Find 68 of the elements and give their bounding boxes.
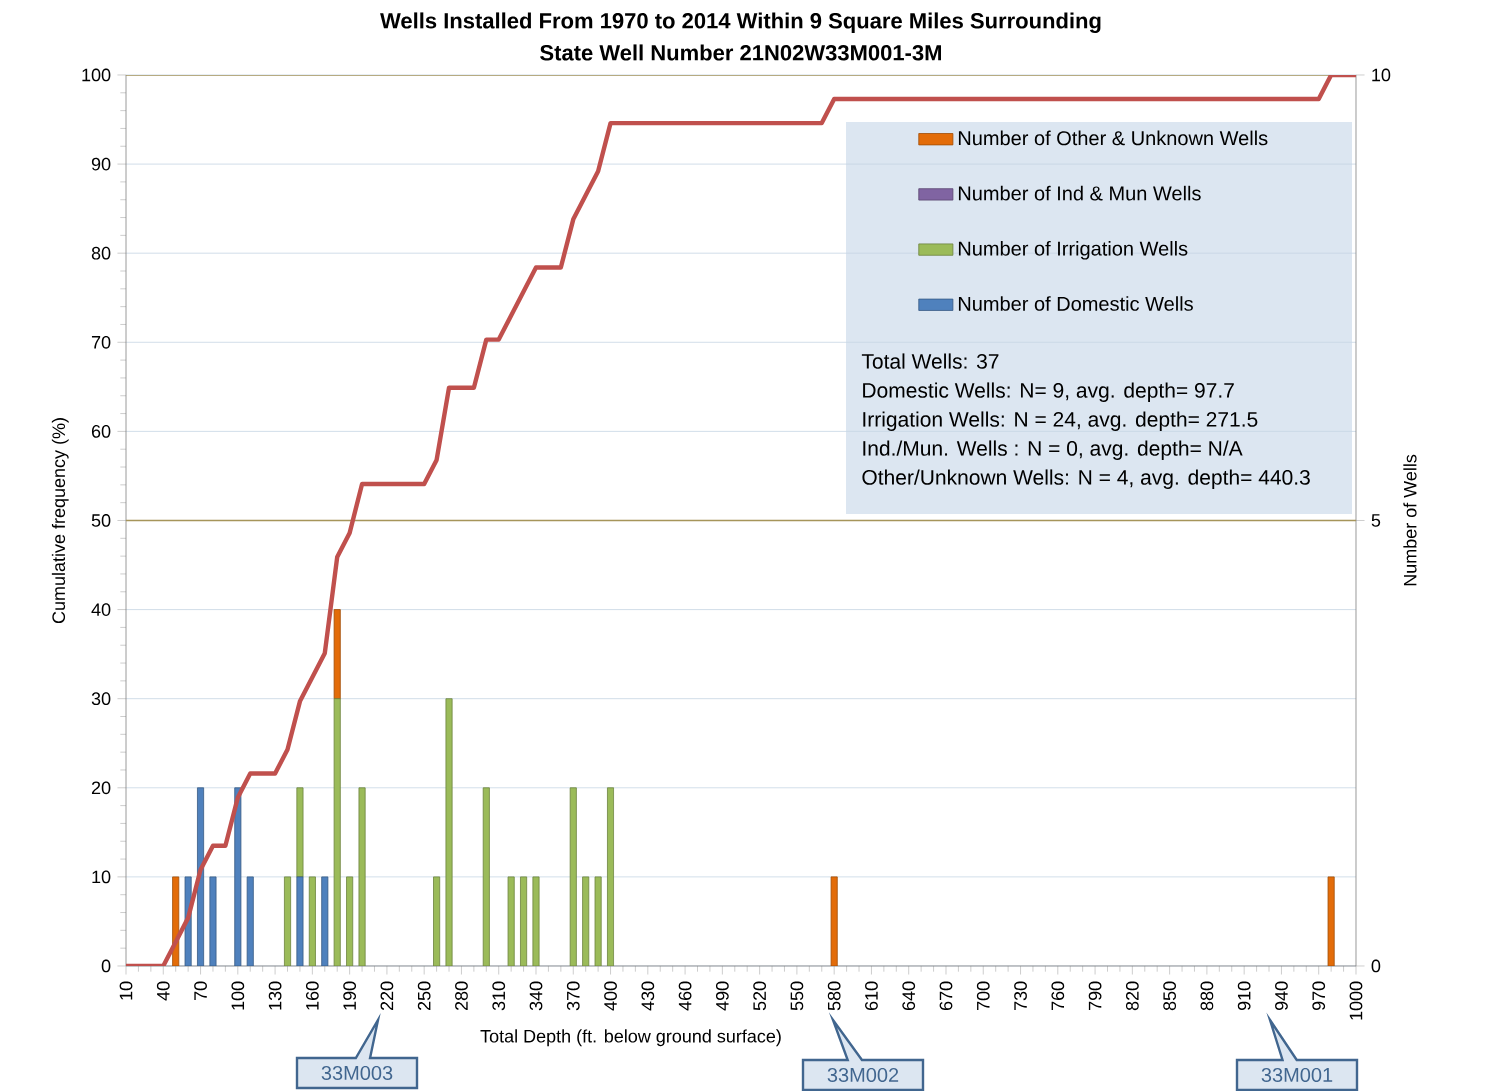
annotation: Ind./Mun. Wells : N = 0, avg. depth= N/A xyxy=(863,440,1243,460)
x-tick-label: 700 xyxy=(976,981,990,1011)
y2-axis-title: Number of Wells xyxy=(1403,454,1417,586)
x-tick-label: 610 xyxy=(865,981,878,1011)
x-tick-label: 190 xyxy=(343,981,357,1010)
x-tick-label: 670 xyxy=(939,981,953,1011)
bar xyxy=(1327,876,1335,966)
x-tick-label: 490 xyxy=(715,981,729,1011)
x-tick-label: 280 xyxy=(455,981,468,1011)
y-tick-label: 10 xyxy=(92,870,111,884)
y2-tick-label: 0 xyxy=(1371,959,1381,973)
x-tick-label: 100 xyxy=(231,981,245,1010)
chart-title: Wells Installed From 1970 to 2014 Within 9 Square Miles Surrounding xyxy=(380,12,1101,34)
legend-label: Number of Other & Unknown Wells xyxy=(958,130,1268,146)
x-tick-label: 940 xyxy=(1275,981,1288,1011)
x-tick-label: 460 xyxy=(678,981,692,1011)
y-tick-label: 40 xyxy=(91,603,111,616)
x-tick-label: 370 xyxy=(566,981,580,1011)
x-tick-label: 220 xyxy=(380,981,394,1011)
y-tick-label: 60 xyxy=(91,425,111,438)
y-tick-label: 50 xyxy=(91,514,111,527)
x-tick-label: 310 xyxy=(492,981,506,1011)
text: 33M002 xyxy=(827,1067,899,1083)
chart-subtitle: State Well Number 21N02W33M001-3M xyxy=(540,44,941,61)
y-tick-label: 80 xyxy=(91,246,111,260)
x-tick-label: 250 xyxy=(417,981,431,1011)
x-tick-label: 850 xyxy=(1163,981,1177,1011)
x-tick-label: 1000 xyxy=(1349,981,1363,1020)
x-tick-label: 970 xyxy=(1312,981,1326,1011)
y2-tick-label: 10 xyxy=(1372,68,1391,82)
annotation: Other/Unknown Wells: N = 4, avg. depth= 440.3 xyxy=(862,469,1310,489)
x-tick-label: 550 xyxy=(790,981,804,1011)
text: 33M001 xyxy=(1261,1067,1333,1083)
x-axis-title: Total Depth (ft. below ground surface) xyxy=(480,1029,781,1047)
y-tick-label: 70 xyxy=(91,335,111,349)
legend-label: Number of Ind & Mun Wells xyxy=(958,185,1201,201)
x-tick-label: 730 xyxy=(1014,981,1027,1011)
y2-tick-label: 5 xyxy=(1371,514,1381,527)
x-tick-label: 580 xyxy=(827,981,841,1011)
x-tick-label: 340 xyxy=(529,981,543,1011)
x-tick-label: 910 xyxy=(1237,981,1251,1011)
x-tick-label: 160 xyxy=(305,981,319,1010)
x-tick-label: 880 xyxy=(1200,981,1214,1011)
annotation: Domestic Wells: N= 9, avg. depth= 97.7 xyxy=(863,382,1234,402)
y-tick-label: 100 xyxy=(82,68,111,82)
x-tick-label: 10 xyxy=(119,981,133,1000)
annotation: Irrigation Wells: N = 24, avg. depth= 271.5 xyxy=(863,411,1258,431)
bar xyxy=(333,609,341,700)
y-tick-label: 90 xyxy=(91,157,111,171)
y-axis-title: Cumulative frequency (%) xyxy=(51,418,69,624)
text: 33M003 xyxy=(321,1065,393,1081)
y-tick-label: 20 xyxy=(91,781,111,795)
annotation: Total Wells: 37 xyxy=(861,353,999,369)
legend-label: Number of Domestic Wells xyxy=(958,296,1193,311)
x-tick-label: 520 xyxy=(753,981,767,1011)
x-tick-label: 430 xyxy=(641,981,655,1011)
x-tick-label: 400 xyxy=(604,981,617,1011)
x-tick-label: 790 xyxy=(1088,981,1102,1011)
x-tick-label: 130 xyxy=(268,981,282,1010)
y-tick-label: 0 xyxy=(101,959,111,973)
x-tick-label: 760 xyxy=(1051,981,1065,1011)
x-tick-label: 820 xyxy=(1125,981,1139,1011)
legend-label: Number of Irrigation Wells xyxy=(958,240,1188,260)
x-tick-label: 70 xyxy=(194,981,207,1001)
y-tick-label: 30 xyxy=(91,692,111,706)
x-tick-label: 40 xyxy=(156,981,170,1001)
bar xyxy=(830,876,838,966)
x-tick-label: 640 xyxy=(902,981,916,1011)
